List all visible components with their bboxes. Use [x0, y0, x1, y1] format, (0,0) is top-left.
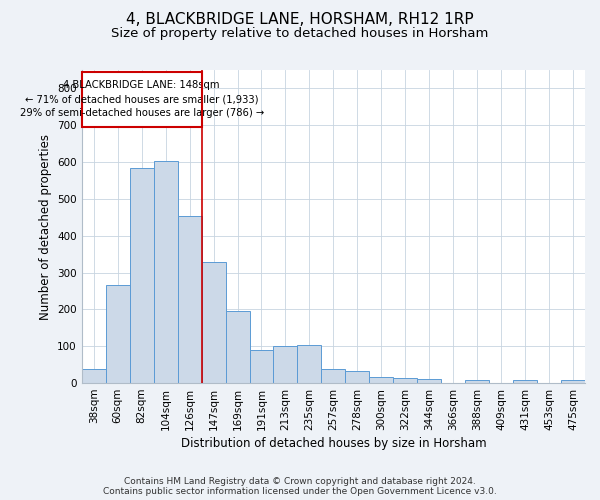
Bar — [417, 380, 441, 383]
Bar — [154, 161, 178, 383]
Bar — [346, 371, 370, 383]
FancyBboxPatch shape — [82, 72, 202, 127]
Y-axis label: Number of detached properties: Number of detached properties — [39, 134, 52, 320]
Bar — [130, 168, 154, 383]
Text: Contains HM Land Registry data © Crown copyright and database right 2024.: Contains HM Land Registry data © Crown c… — [124, 477, 476, 486]
X-axis label: Distribution of detached houses by size in Horsham: Distribution of detached houses by size … — [181, 437, 486, 450]
Bar — [465, 380, 489, 383]
Bar — [370, 377, 393, 383]
Text: Contains public sector information licensed under the Open Government Licence v3: Contains public sector information licen… — [103, 487, 497, 496]
Text: Size of property relative to detached houses in Horsham: Size of property relative to detached ho… — [112, 28, 488, 40]
Bar — [226, 311, 250, 383]
Text: 4, BLACKBRIDGE LANE, HORSHAM, RH12 1RP: 4, BLACKBRIDGE LANE, HORSHAM, RH12 1RP — [126, 12, 474, 28]
Bar — [513, 380, 537, 383]
Bar — [82, 369, 106, 383]
Bar — [106, 286, 130, 383]
Bar — [393, 378, 417, 383]
Text: 4 BLACKBRIDGE LANE: 148sqm
← 71% of detached houses are smaller (1,933)
29% of s: 4 BLACKBRIDGE LANE: 148sqm ← 71% of deta… — [20, 80, 264, 118]
Bar — [274, 346, 298, 383]
Bar — [322, 368, 346, 383]
Bar — [298, 345, 322, 383]
Bar — [561, 380, 585, 383]
Bar — [250, 350, 274, 383]
Bar — [178, 216, 202, 383]
Bar — [202, 262, 226, 383]
